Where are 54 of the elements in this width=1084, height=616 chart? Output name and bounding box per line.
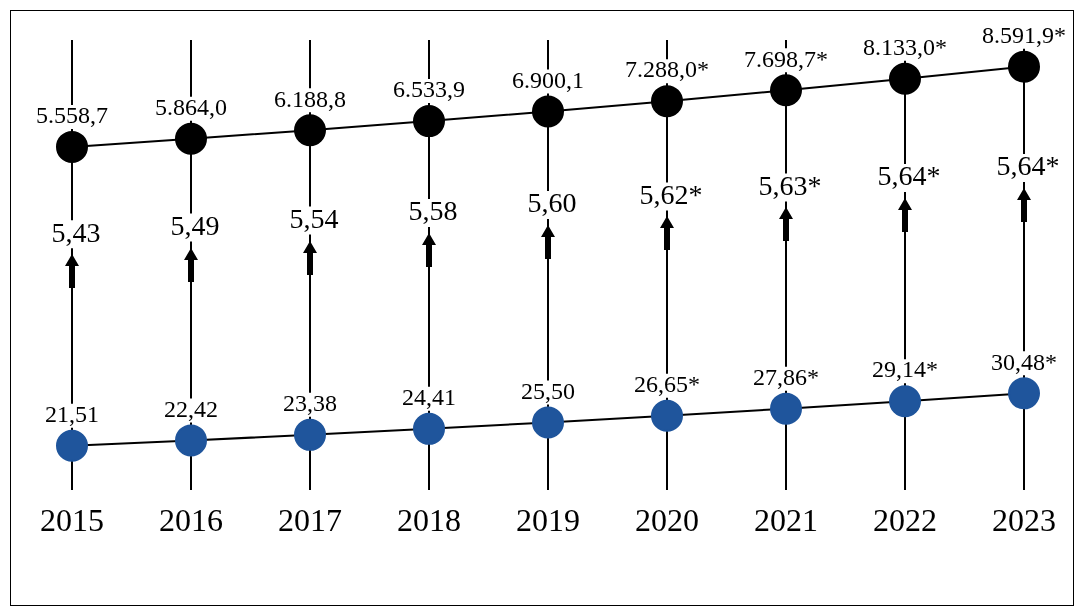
annotation: 5,63* (758, 169, 822, 201)
data-label: 5.864,0 (155, 94, 227, 121)
x-tick-label: 2018 (397, 502, 461, 539)
point (294, 114, 326, 147)
annotation: 5,54 (289, 202, 339, 234)
x-tick-label: 2015 (40, 502, 104, 539)
point (1008, 377, 1040, 410)
annotation: 5,49 (170, 209, 220, 241)
data-label: 8.591,9* (982, 21, 1066, 48)
point (651, 399, 683, 432)
annotation: 5,64* (996, 150, 1060, 182)
x-tick-label: 2021 (754, 502, 818, 539)
point (294, 418, 326, 451)
point (175, 122, 207, 155)
point (651, 85, 683, 118)
point (770, 74, 802, 107)
data-label: 23,38 (283, 390, 337, 417)
data-label: 21,51 (45, 401, 99, 428)
data-label: 24,41 (402, 384, 456, 411)
x-tick-label: 2022 (873, 502, 937, 539)
point (413, 105, 445, 138)
x-tick-label: 2017 (278, 502, 342, 539)
point (175, 424, 207, 457)
data-label: 6.188,8 (274, 85, 346, 112)
data-label: 27,86* (753, 363, 819, 390)
annotation: 5,58 (408, 195, 458, 227)
annotation: 5,62* (639, 178, 703, 210)
point (56, 429, 88, 462)
x-tick-label: 2023 (992, 502, 1056, 539)
point (770, 392, 802, 425)
point (532, 406, 564, 439)
data-label: 6.900,1 (512, 66, 584, 93)
data-label: 26,65* (634, 371, 700, 398)
point (56, 130, 88, 163)
point (1008, 50, 1040, 83)
data-label: 7.698,7* (744, 45, 828, 72)
x-tick-label: 2020 (635, 502, 699, 539)
data-label: 8.133,0* (863, 34, 947, 61)
data-label: 5.558,7 (36, 102, 108, 129)
annotation: 5,43 (51, 216, 101, 248)
data-label: 6.533,9 (393, 76, 465, 103)
point (889, 62, 921, 95)
annotation: 5,60 (527, 187, 577, 219)
data-label: 22,42 (164, 395, 218, 422)
data-label: 29,14* (872, 356, 938, 383)
point (532, 95, 564, 128)
data-label: 25,50 (521, 377, 575, 404)
x-tick-label: 2019 (516, 502, 580, 539)
point (889, 385, 921, 418)
x-tick-label: 2016 (159, 502, 223, 539)
data-label: 30,48* (991, 348, 1057, 375)
point (413, 412, 445, 445)
data-label: 7.288,0* (625, 56, 709, 83)
annotation: 5,64* (877, 160, 941, 192)
